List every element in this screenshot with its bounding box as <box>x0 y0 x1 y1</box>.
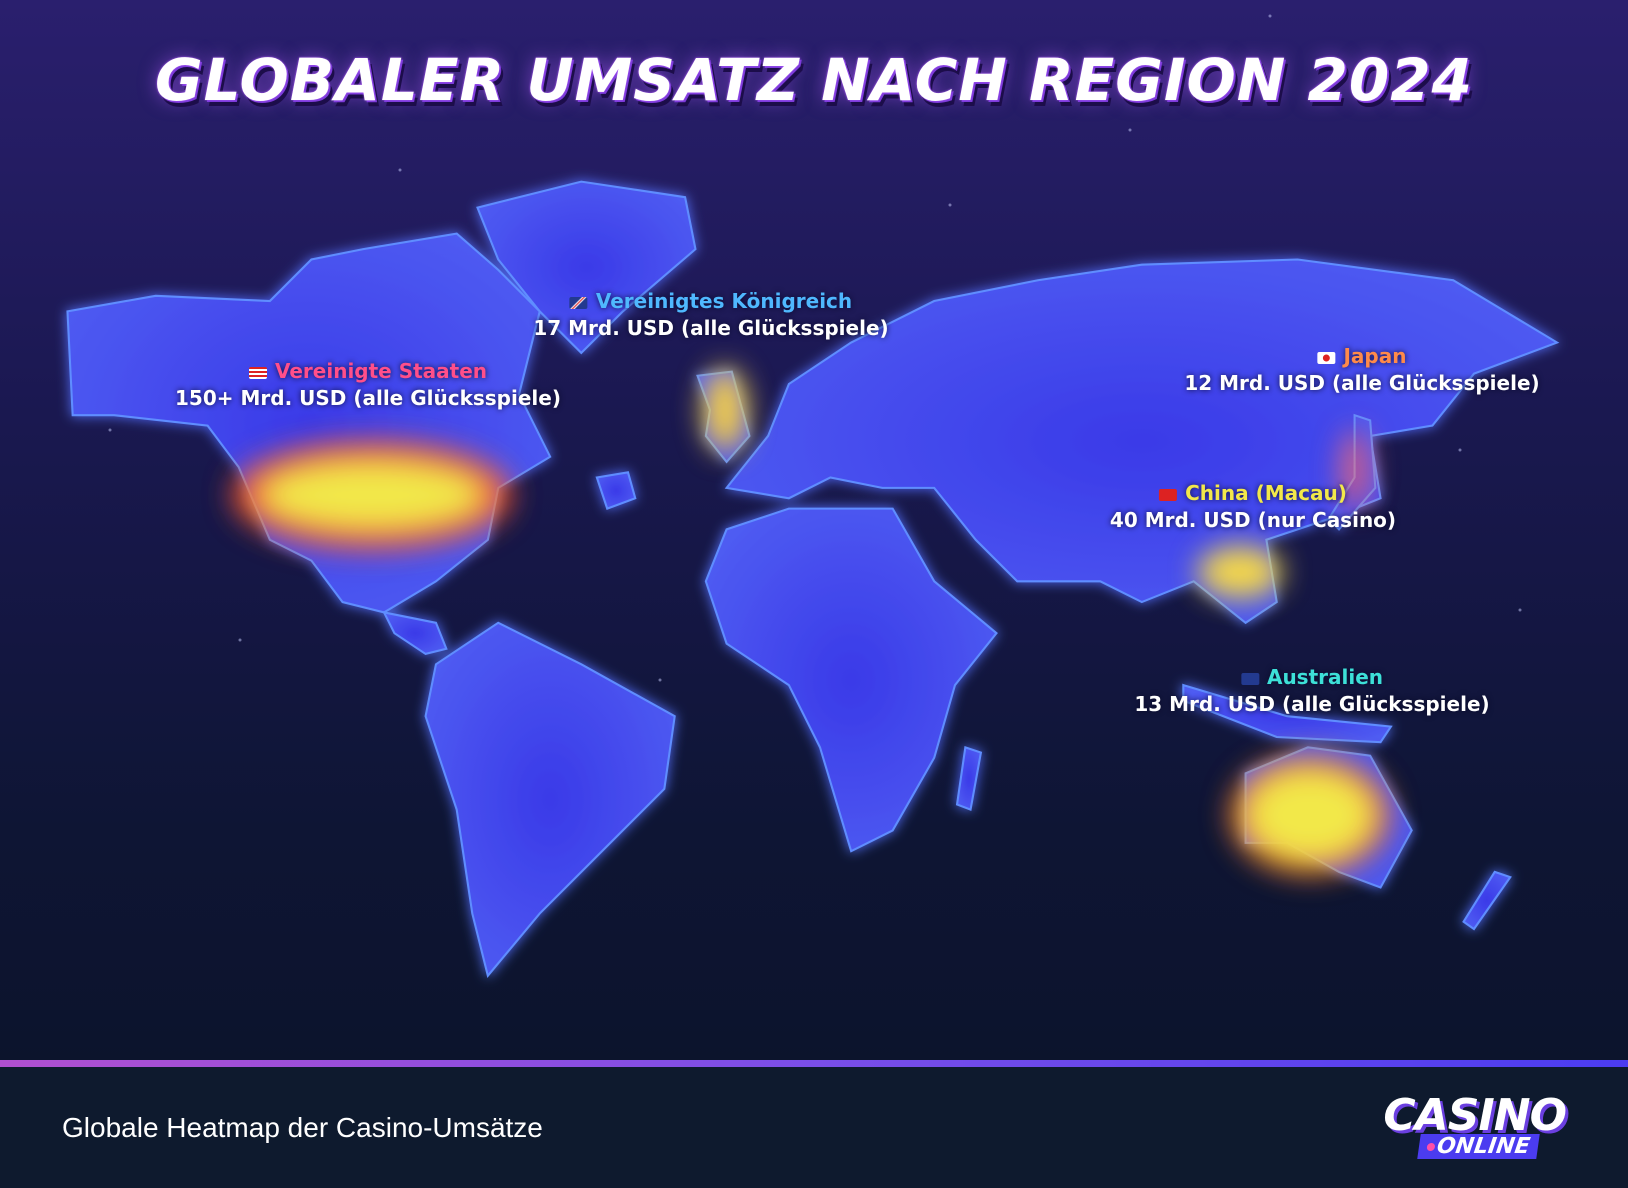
iceland <box>595 471 637 510</box>
region-name-text: Vereinigtes Königreich <box>595 289 853 313</box>
region-value: 13 Mrd. USD (alle Glücksspiele) <box>1134 692 1490 716</box>
stars <box>108 14 1522 682</box>
central-america <box>382 610 448 656</box>
new-zealand <box>1462 870 1512 931</box>
footer-caption: Globale Heatmap der Casino-Umsätze <box>62 1112 543 1143</box>
region-value: 40 Mrd. USD (nur Casino) <box>1109 508 1397 532</box>
logo-dot <box>1426 1143 1436 1151</box>
greenland <box>476 180 697 355</box>
heat-china <box>1198 546 1282 598</box>
title: GLOBALER UMSATZ NACH REGION 2024 <box>155 46 1473 114</box>
logo[interactable]: CASINO ONLINE <box>1356 1090 1567 1170</box>
heat-spots <box>232 368 1390 875</box>
africa <box>704 507 998 853</box>
footer: Globale Heatmap der Casino-Umsätze CASIN… <box>0 1060 1628 1188</box>
region-name: Vereinigte Staaten <box>175 358 561 385</box>
region-label: Japan 12 Mrd. USD (alle Glücksspiele) <box>1184 343 1539 397</box>
region-name: Australien <box>1134 664 1489 691</box>
indonesia <box>1182 683 1393 744</box>
flag <box>248 366 267 379</box>
region-name: Vereinigtes Königreich <box>533 288 888 315</box>
region-label: Australien 13 Mrd. USD (alle Glücksspiel… <box>1134 664 1489 718</box>
world-map <box>66 14 1560 978</box>
flag <box>569 296 588 309</box>
heat-japan <box>1341 430 1369 510</box>
footer-line <box>0 1060 1628 1067</box>
region-name: Japan <box>1184 343 1539 370</box>
south-america <box>424 621 676 978</box>
region-value: 150+ Mrd. USD (alle Glücksspiele) <box>175 386 561 410</box>
region-value: 12 Mrd. USD (alle Glücksspiele) <box>1184 371 1540 395</box>
region-value: 17 Mrd. USD (alle Glücksspiele) <box>533 316 889 340</box>
region-name-text: China (Macau) <box>1185 481 1347 505</box>
logo-main: CASINO <box>1383 1090 1567 1141</box>
region-label: Vereinigte Staaten 150+ Mrd. USD (alle G… <box>175 358 561 412</box>
flag <box>1240 672 1259 685</box>
heat-uk <box>703 368 747 452</box>
heat-us-core <box>262 463 482 527</box>
heat-australia-core <box>1248 771 1372 859</box>
region-name: China (Macau) <box>1110 480 1396 507</box>
flag <box>1159 488 1178 501</box>
logo-sub-text: ONLINE <box>1435 1134 1532 1159</box>
region-label: Vereinigtes Königreich 17 Mrd. USD (alle… <box>533 288 888 342</box>
logo-sub: ONLINE <box>1417 1134 1540 1159</box>
north-america <box>66 232 552 614</box>
region-name-text: Vereinigte Staaten <box>274 359 488 383</box>
madagascar <box>955 745 983 812</box>
region-name-text: Australien <box>1266 665 1384 689</box>
region-name-text: Japan <box>1343 344 1407 368</box>
region-label: China (Macau) 40 Mrd. USD (nur Casino) <box>1110 480 1396 534</box>
flag <box>1317 351 1336 364</box>
